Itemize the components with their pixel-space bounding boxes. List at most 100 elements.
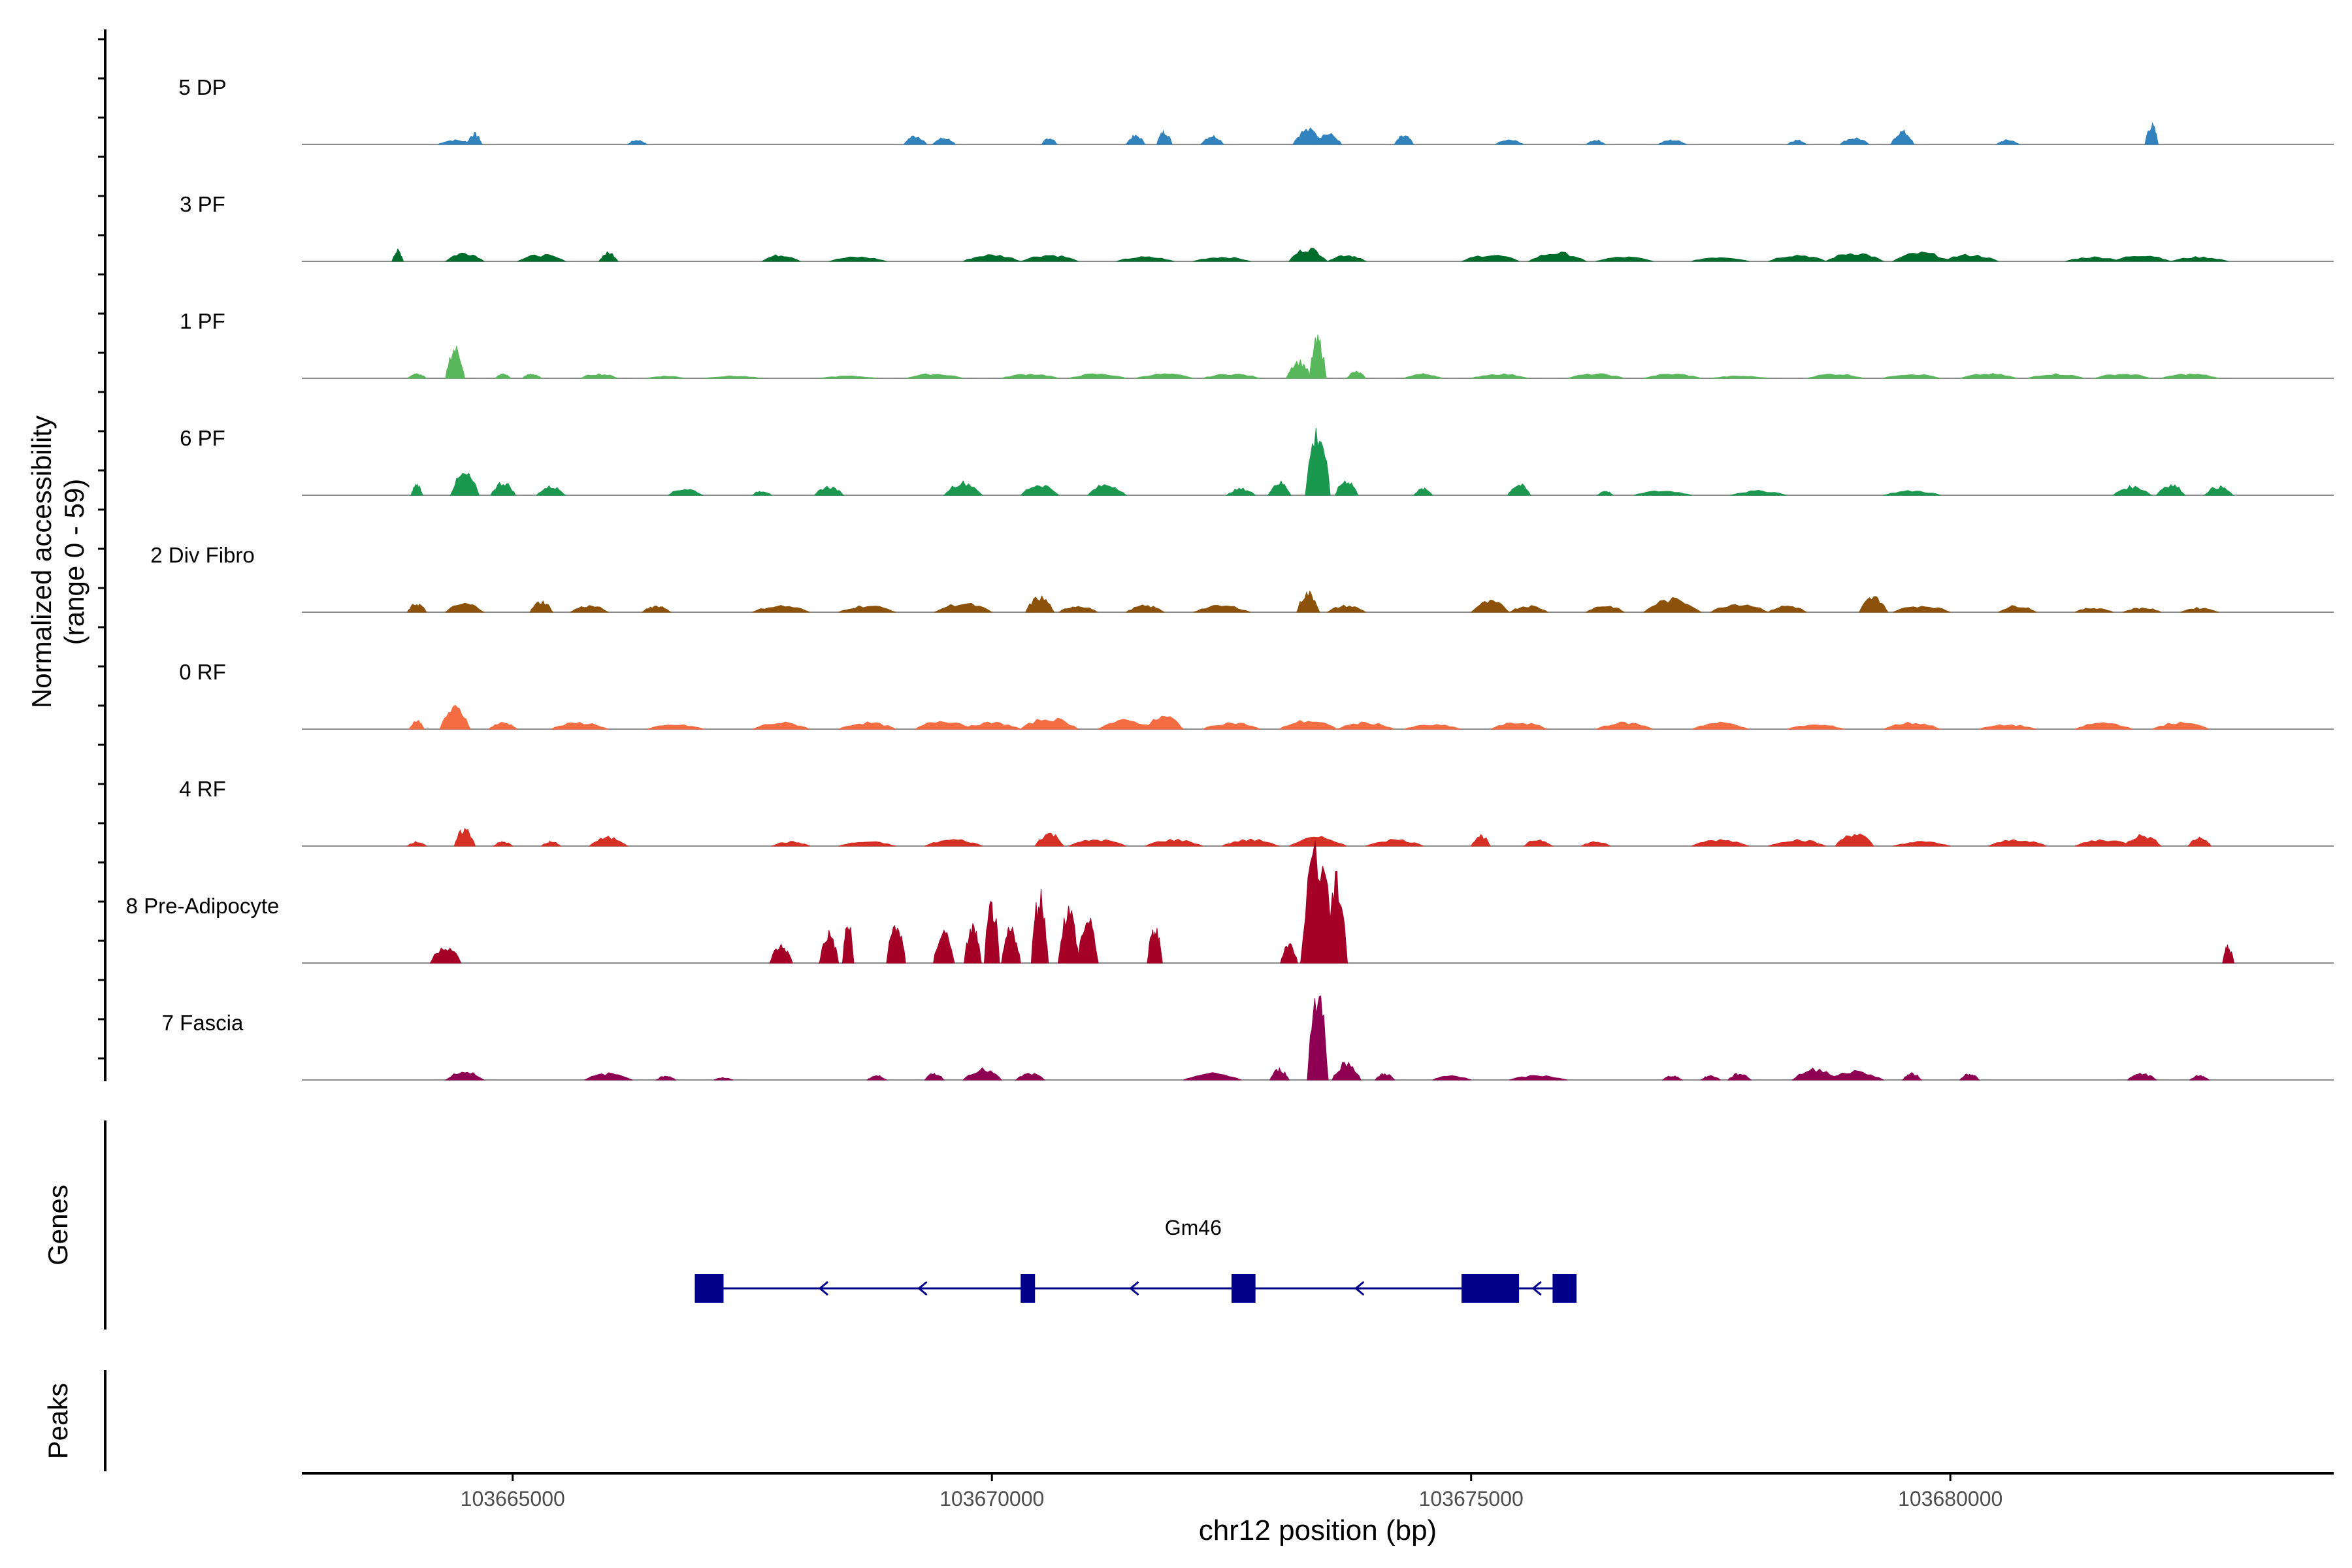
coverage-peak — [517, 254, 567, 262]
coverage-peak — [1893, 841, 1951, 847]
coverage-peak — [1021, 255, 1079, 262]
coverage-peak — [1661, 1075, 1684, 1081]
coverage-peak — [1642, 597, 1703, 613]
track-7-fascia: 7 Fascia — [162, 995, 2334, 1081]
coverage-peak — [1507, 483, 1531, 496]
coverage-peak — [1307, 995, 1329, 1081]
coverage-peak — [1470, 834, 1491, 847]
coverage-peak — [1193, 257, 1251, 262]
coverage-peak — [598, 251, 619, 262]
coverage-peak — [1124, 604, 1165, 613]
gene-exon — [1462, 1274, 1520, 1303]
coverage-peak — [668, 489, 704, 496]
coverage-peak — [1883, 374, 1941, 379]
track-label: 2 Div Fibro — [150, 543, 255, 567]
coverage-peak — [2161, 373, 2219, 379]
coverage-peak — [1656, 139, 1687, 145]
x-axis-ticks: 103665000 103670000 103675000 103680000 — [461, 1473, 2002, 1511]
coverage-peak — [2187, 836, 2212, 847]
coverage-peak — [1334, 480, 1359, 496]
coverage-peak — [406, 603, 427, 613]
peaks-track-title: Peaks — [42, 1383, 73, 1460]
coverage-peak — [1202, 374, 1261, 379]
coverage-peak — [1226, 487, 1257, 496]
coverage-peak — [1595, 256, 1654, 262]
coverage-peak — [1891, 252, 1951, 262]
coverage-peak — [1786, 139, 1808, 145]
coverage-peak — [1285, 359, 1312, 379]
coverage-peak — [1305, 428, 1331, 496]
coverage-peak — [1597, 491, 1614, 496]
coverage-peak — [1296, 590, 1320, 613]
x-tick-label: 103665000 — [461, 1487, 565, 1511]
coverage-peak — [1288, 248, 1328, 262]
strand-arrow-icon — [1129, 1281, 1139, 1296]
coverage-peak — [1019, 485, 1060, 496]
coverage-peak — [521, 374, 542, 379]
track-0-rf: 0 RF — [179, 660, 2334, 730]
coverage-peak — [1030, 889, 1049, 964]
track-label: 5 DP — [178, 75, 226, 99]
coverage-peak — [1940, 253, 1999, 262]
coverage-peak — [449, 472, 480, 496]
coverage-peak — [1278, 720, 1338, 730]
coverage-peak — [1787, 725, 1845, 730]
track-label: 1 PF — [180, 309, 225, 333]
coverage-peak — [1288, 836, 1347, 847]
track-label: 4 RF — [179, 777, 226, 801]
coverage-peak — [1337, 721, 1395, 730]
coverage-peak — [439, 704, 472, 730]
coverage-peak — [1988, 839, 2047, 847]
coverage-peak — [1767, 605, 1807, 613]
coverage-peak — [453, 827, 476, 847]
coverage-peak — [2127, 1072, 2158, 1081]
coverage-peak — [819, 930, 840, 964]
coverage-peak — [1567, 373, 1625, 379]
coverage-peak — [924, 839, 983, 847]
coverage-peak — [540, 841, 562, 847]
coverage-peak — [1034, 832, 1065, 847]
coverage-peak — [1058, 606, 1099, 613]
coverage-peak — [906, 373, 964, 379]
coverage-peak — [1461, 255, 1520, 262]
coverage-peak — [962, 721, 1021, 730]
x-axis-title: chr12 position (bp) — [1199, 1514, 1437, 1546]
coverage-peak — [1365, 839, 1424, 847]
coverage-peak — [1490, 723, 1548, 730]
coverage-peak — [1729, 489, 1788, 496]
coverage-peak — [1727, 1072, 1752, 1081]
track-2-div-fibro: 2 Div Fibro — [150, 543, 2334, 613]
coverage-peak — [1858, 596, 1889, 613]
coverage-peak — [1125, 134, 1146, 145]
coverage-peak — [1839, 137, 1870, 145]
coverage-peak — [529, 600, 554, 613]
coverage-peak — [1768, 254, 1826, 262]
gene-track: Gm46 — [694, 1216, 1577, 1303]
coverage-peak — [410, 483, 423, 496]
coverage-peak — [931, 137, 956, 145]
gene-exon — [694, 1274, 724, 1303]
coverage-peak — [1024, 595, 1055, 613]
x-tick-label: 103670000 — [939, 1487, 1044, 1511]
coverage-peak — [1901, 1072, 1923, 1081]
coverage-peak — [934, 602, 993, 613]
track-6-pf: 6 PF — [180, 426, 2334, 496]
coverage-peak — [1585, 139, 1607, 145]
coverage-peak — [655, 1075, 677, 1081]
coverage-peak — [1326, 870, 1348, 964]
coverage-tracks: 5 DP 3 PF 1 PF 6 PF 2 Div Fibro 0 RF 4 RF 8 Pre… — [126, 75, 2334, 1081]
coverage-peak — [1331, 1062, 1362, 1081]
coverage-peak — [492, 841, 514, 847]
coverage-peak — [1116, 256, 1175, 262]
coverage-peak — [769, 943, 793, 964]
coverage-peak — [627, 140, 648, 145]
x-tick-label: 103680000 — [1898, 1487, 2002, 1511]
coverage-peak — [1581, 841, 1612, 847]
coverage-peak — [1145, 838, 1203, 847]
coverage-peak — [2094, 374, 2152, 379]
coverage-peak — [646, 376, 685, 379]
coverage-peak — [580, 373, 619, 379]
coverage-peak — [444, 602, 485, 613]
coverage-peak — [2222, 944, 2235, 964]
coverage-peak — [1394, 135, 1414, 145]
